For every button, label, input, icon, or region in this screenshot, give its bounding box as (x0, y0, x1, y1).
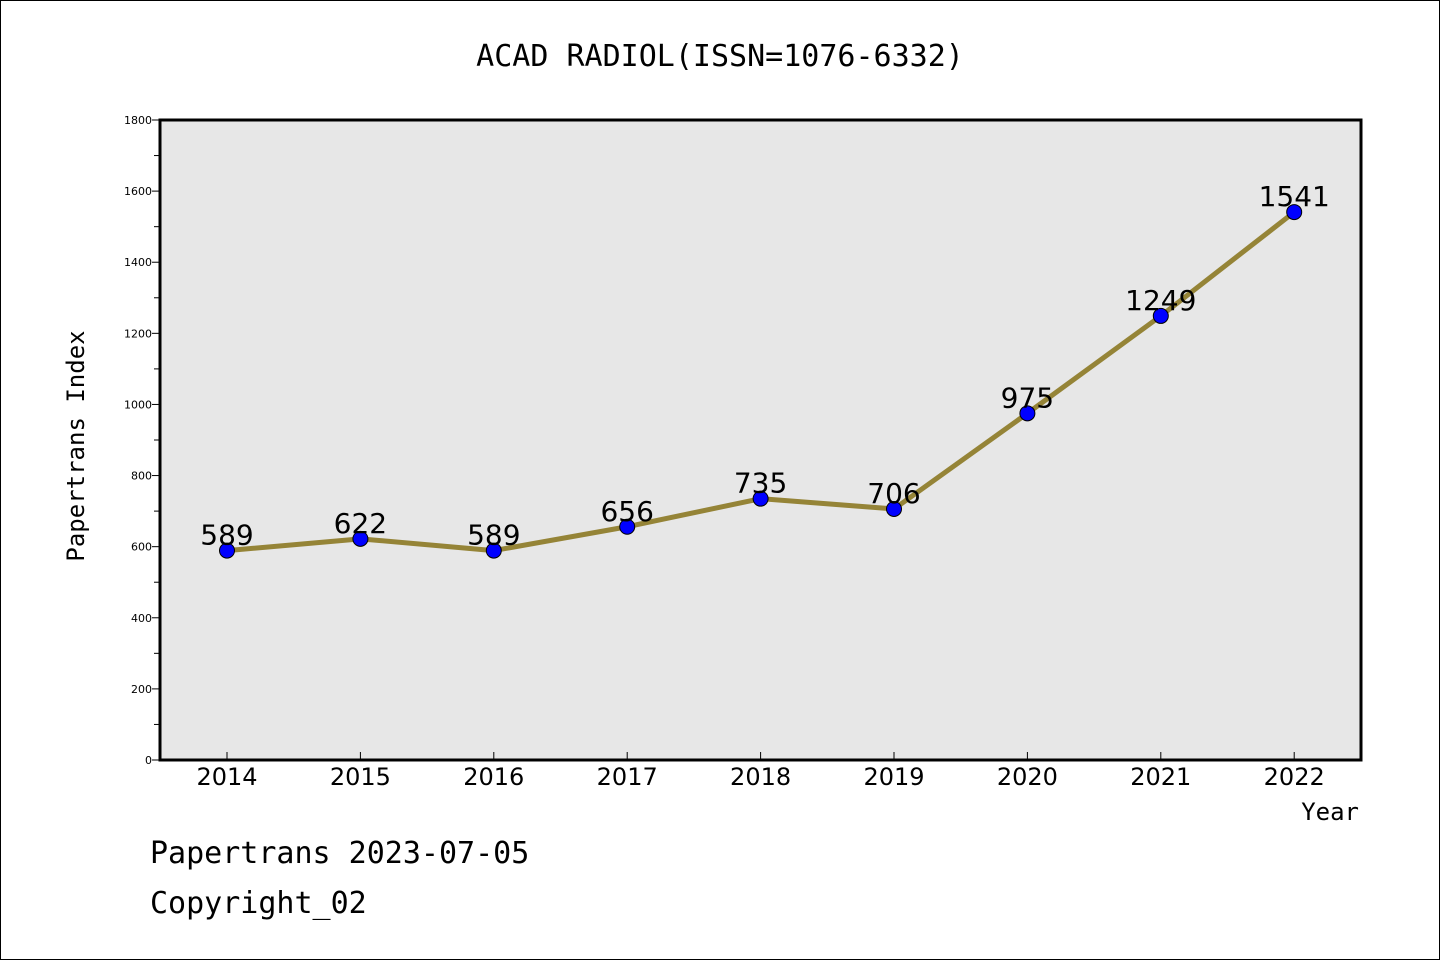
x-tick-label: 2018 (730, 763, 791, 791)
data-label: 622 (334, 507, 387, 540)
x-tick-label: 2015 (330, 763, 391, 791)
data-label: 656 (600, 495, 653, 528)
data-point (752, 490, 769, 507)
x-axis-label: Year (1301, 798, 1359, 826)
y-tick-label: 1400 (124, 256, 152, 269)
data-labels: 589 622 589 656 735 706 975 1249 1541 (200, 180, 1330, 551)
data-point (485, 542, 502, 559)
x-tick-label: 2019 (863, 763, 924, 791)
x-tick-label: 2021 (1130, 763, 1191, 791)
data-label: 975 (1001, 381, 1054, 414)
y-tick-label: 400 (131, 612, 152, 625)
data-label: 1249 (1125, 284, 1196, 317)
data-point (1152, 307, 1169, 324)
footer-date-line: Papertrans 2023-07-05 (150, 836, 530, 871)
data-label: 706 (867, 477, 920, 510)
data-point (219, 542, 235, 559)
data-point (352, 530, 369, 547)
data-point (1286, 204, 1303, 221)
y-axis-label: Papertrans Index (62, 330, 90, 561)
plot-area (160, 120, 1361, 760)
footer-copyright: Copyright_02 (150, 886, 367, 921)
y-tick-label: 600 (131, 541, 152, 554)
data-label: 1541 (1259, 180, 1330, 213)
data-point (619, 518, 636, 535)
x-axis-ticks: 2014 2015 2016 2017 2018 2019 2020 2021 2022 (196, 752, 1325, 791)
chart-title: ACAD RADIOL(ISSN=1076-6332) (476, 39, 964, 74)
data-label: 589 (200, 519, 253, 552)
y-tick-label: 1600 (124, 185, 152, 198)
x-tick-label: 2020 (997, 763, 1058, 791)
x-tick-label: 2017 (597, 763, 658, 791)
y-tick-label: 1200 (124, 327, 152, 340)
series-markers (219, 204, 1303, 559)
plot-border (158, 118, 1363, 762)
data-point (886, 500, 902, 517)
x-tick-label: 2014 (196, 763, 257, 791)
data-label: 589 (467, 519, 520, 552)
y-tick-label: 1800 (124, 114, 152, 127)
y-tick-label: 1000 (124, 398, 152, 411)
y-tick-label: 800 (131, 470, 152, 483)
y-tick-label: 200 (131, 683, 152, 696)
y-tick-label: 0 (145, 754, 152, 767)
y-axis-ticks: 0 200 400 600 800 1000 1200 1400 1600 1800 (124, 114, 160, 767)
data-point (1019, 405, 1036, 422)
x-tick-label: 2022 (1264, 763, 1325, 791)
data-label: 735 (734, 467, 787, 500)
x-tick-label: 2016 (463, 763, 524, 791)
